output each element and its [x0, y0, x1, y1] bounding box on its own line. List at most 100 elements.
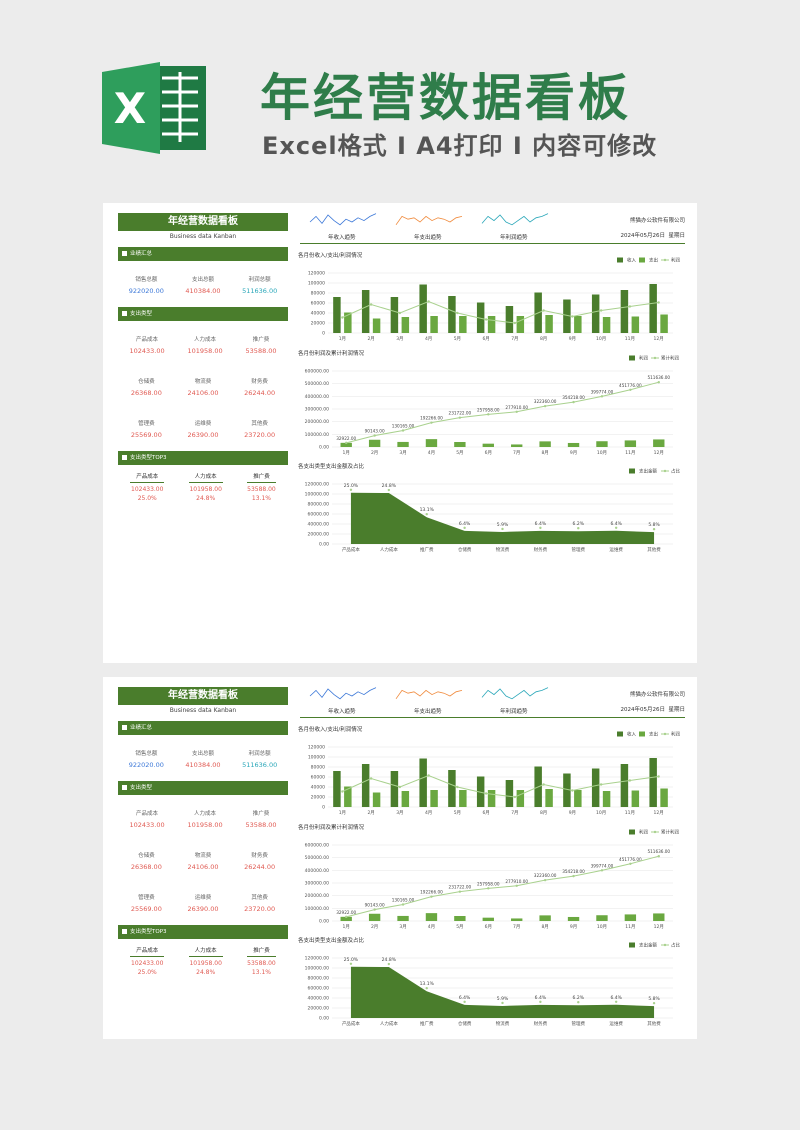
x-tick-label: 11月	[625, 450, 635, 456]
pct-label: 25.0%	[344, 483, 359, 489]
bar-expense	[372, 792, 381, 807]
legend-label: 占比	[671, 942, 680, 949]
bar-profit	[624, 914, 637, 921]
point-label: 32922.00	[336, 436, 356, 441]
bar-expense	[602, 791, 611, 807]
bar-profit	[539, 441, 551, 447]
cumulative-point	[572, 874, 575, 878]
excel-letter: X	[114, 84, 146, 133]
y-tick-label: 20000	[311, 795, 325, 801]
cumulative-point	[515, 410, 518, 413]
y-tick-label: 40000	[311, 311, 325, 317]
board-title-en: Business data Kanban	[169, 233, 237, 240]
profit-point	[542, 309, 545, 312]
legend-marker	[663, 943, 667, 947]
summary-item-profit: 利润总额 511636.00	[242, 751, 278, 769]
bar-expense	[602, 317, 611, 333]
expense-area	[350, 492, 655, 544]
x-tick-label: 仓储费	[458, 546, 472, 553]
top3-item: 推广费 53588.00 13.1%	[247, 470, 276, 504]
legend-label: 收入	[627, 257, 636, 264]
pct-point	[614, 526, 618, 530]
types-row: 仓储费 26368.00 物流费 24106.00 财务费 26244.00	[118, 837, 288, 879]
bar-income	[649, 284, 657, 333]
x-tick-label: 10月	[597, 924, 607, 930]
summary-item-sales: 销售总额 922020.00	[128, 277, 164, 295]
y-tick-label: 120000	[308, 745, 325, 751]
point-label: 511636.00	[647, 849, 670, 854]
x-tick-label: 产品成本	[342, 1020, 360, 1027]
x-tick-label: 9月	[569, 336, 576, 342]
sparkline	[309, 687, 377, 700]
bar-income	[563, 773, 571, 807]
cumulative-point	[600, 395, 604, 398]
y-tick-label: 600000.00	[305, 369, 329, 375]
y-tick-label: 80000.00	[308, 502, 330, 508]
pct-point	[577, 1001, 580, 1004]
profit-point	[456, 785, 459, 789]
summary-row: 销售总额 922020.00 支出总额 410384.00 利润总额 511636.0…	[118, 261, 288, 303]
x-tick-label: 10月	[597, 450, 607, 456]
bar-income	[476, 302, 485, 333]
spark-label: 年支出趋势	[414, 235, 442, 241]
point-label: 354218.00	[562, 869, 585, 874]
profit-line	[342, 774, 659, 798]
left-panel: 年经营数据看板 Business data Kanban 业绩汇总 销售总额 92…	[118, 687, 288, 978]
type-item: 物流费 24106.00	[187, 853, 219, 871]
y-tick-label: 20000.00	[308, 532, 330, 538]
legend-label: 收入	[627, 731, 636, 738]
x-tick-label: 2月	[371, 924, 378, 930]
x-tick-label: 人力成本	[380, 546, 398, 553]
board-title: 年经营数据看板	[118, 213, 288, 231]
bar-profit	[340, 916, 352, 921]
x-tick-label: 5月	[454, 336, 461, 342]
bar-income	[476, 776, 485, 807]
summary-row: 销售总额 922020.00 支出总额 410384.00 利润总额 511636.0…	[118, 735, 288, 777]
type-item: 产品成本 102433.00	[129, 811, 165, 829]
profit-point	[599, 783, 603, 786]
bar-profit	[454, 442, 466, 447]
cumulative-point	[487, 413, 490, 416]
pct-point	[463, 526, 466, 530]
pct-label: 24.8%	[382, 483, 397, 489]
summary-header: 业绩汇总	[118, 247, 288, 261]
x-tick-label: 4月	[425, 336, 432, 342]
legend-swatch	[629, 829, 635, 835]
profit-point	[456, 311, 459, 315]
legend-label: 支出金额	[639, 942, 657, 949]
x-tick-label: 6月	[485, 924, 492, 930]
y-tick-label: 120000.00	[305, 482, 329, 488]
x-tick-label: 8月	[541, 450, 548, 456]
expense-type-chart: 各支出类型支出金额及占比 120000.00 100000.00 80000.00 6…	[298, 936, 683, 1031]
bar-expense	[487, 316, 496, 333]
chart-title: 各支出类型支出金额及占比	[298, 464, 365, 470]
pct-label: 6.4%	[535, 995, 547, 1001]
pct-point	[425, 987, 428, 990]
chart-title: 各支出类型支出金额及占比	[298, 938, 365, 944]
x-tick-label: 6月	[485, 450, 492, 456]
profit-point	[369, 777, 373, 780]
y-tick-label: 80000	[311, 291, 325, 297]
y-tick-label: 300000.00	[305, 407, 329, 413]
bar-profit	[567, 442, 580, 447]
bar-income	[448, 770, 456, 807]
x-tick-label: 8月	[541, 924, 548, 930]
legend-label: 支出金额	[639, 468, 657, 475]
sparkline-area: 年收入趋势 年支出趋势 年利润趋势	[300, 685, 560, 719]
y-tick-label: 0.00	[319, 542, 329, 548]
bar-income	[620, 764, 629, 807]
bar-income	[620, 290, 629, 333]
legend-swatch	[629, 468, 635, 474]
legend-marker	[663, 469, 667, 473]
point-label: 90143.00	[365, 903, 385, 908]
bar-profit	[567, 916, 580, 921]
types-header: 支出类型	[118, 781, 288, 795]
bar-profit	[511, 918, 523, 921]
monthly-chart: 各月份收入/支出/利润情况 120000 100000 80000 60000 4000…	[298, 725, 683, 820]
profit-point	[628, 305, 632, 308]
x-tick-label: 2月	[367, 810, 374, 816]
y-tick-label: 60000.00	[308, 986, 330, 992]
point-label: 130165.00	[392, 424, 415, 429]
x-tick-label: 人力成本	[380, 1020, 398, 1027]
header-divider	[300, 717, 685, 718]
